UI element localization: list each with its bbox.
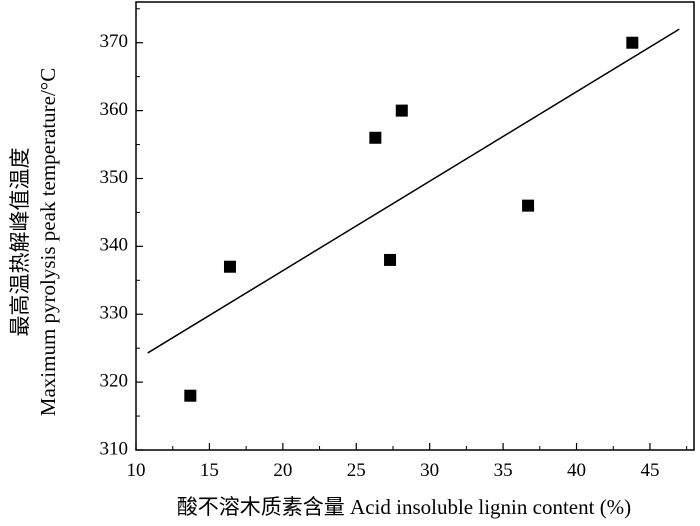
data-point [395, 104, 408, 117]
x-axis-title: 酸不溶木质素含量 Acid insoluble lignin content (… [177, 495, 631, 519]
x-tick-label: 35 [494, 460, 513, 481]
data-point [369, 131, 382, 144]
y-axis-title-cn: 最高温热解峰值温度 [8, 148, 32, 337]
y-tick-label: 330 [100, 303, 129, 324]
y-tick-label: 340 [100, 235, 129, 256]
data-point [522, 199, 535, 212]
x-tick-label: 10 [127, 460, 146, 481]
y-tick-label: 320 [100, 370, 129, 391]
x-tick-label: 30 [420, 460, 439, 481]
data-point [184, 389, 197, 402]
plot-border [135, 1, 695, 451]
y-tick-label: 350 [100, 167, 129, 188]
y-tick-label: 370 [100, 31, 129, 52]
x-tick-label: 25 [347, 460, 366, 481]
x-tick-label: 15 [200, 460, 219, 481]
data-point [223, 260, 236, 273]
y-axis-title-en: Maximum pyrolysis peak temperature/°C [36, 68, 60, 416]
y-tick-label: 310 [100, 438, 129, 459]
y-axis: 310 320 330 340 350 360 370 [100, 8, 143, 459]
data-point [384, 253, 397, 266]
fit-line-group [147, 28, 680, 354]
x-tick-label: 40 [567, 460, 586, 481]
fit-line [147, 28, 680, 354]
data-point [626, 36, 639, 49]
x-tick-label: 20 [273, 460, 292, 481]
x-tick-label: 45 [640, 460, 659, 481]
y-tick-label: 360 [100, 99, 129, 120]
data-points [184, 36, 639, 402]
plot-area [135, 1, 695, 451]
x-axis: 10 15 20 25 30 35 40 45 [127, 443, 688, 481]
